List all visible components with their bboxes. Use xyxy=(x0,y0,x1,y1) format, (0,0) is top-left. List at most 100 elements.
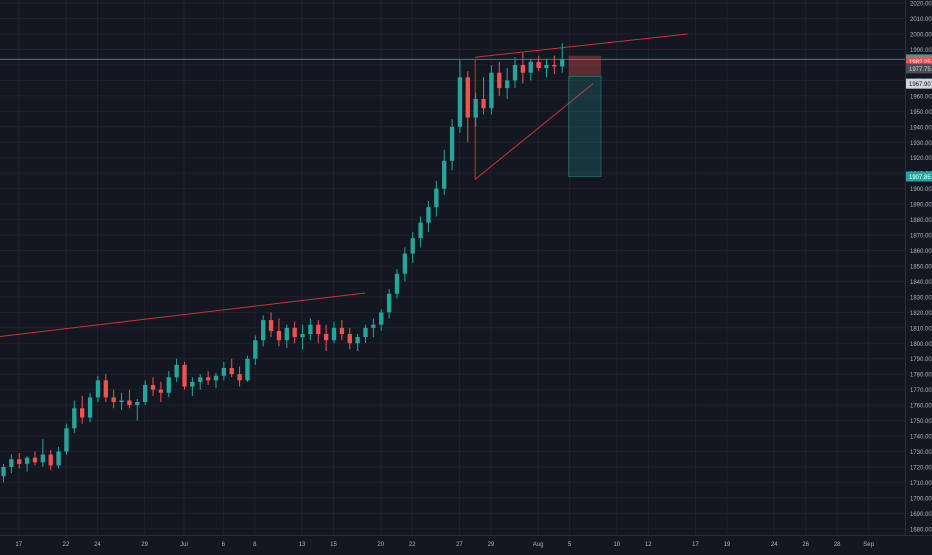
time-tick-label: 29 xyxy=(141,542,148,548)
candle-body xyxy=(135,402,140,406)
candle-body xyxy=(355,337,360,344)
time-tick-label: 17 xyxy=(692,542,699,548)
triangle-support-line[interactable] xyxy=(474,83,594,180)
time-axis[interactable]: 17 22 24 29 Jul 6 8 13 15 20 22 27 29 Aug 5 10 12 17 19 24 2… xyxy=(0,535,932,549)
price-tick-label: 1840.00 xyxy=(910,280,932,286)
candle-body xyxy=(150,385,156,390)
price-tick-label: 1760.00 xyxy=(910,404,932,410)
grid xyxy=(0,0,905,535)
target-zone-label: 1907.85 xyxy=(909,175,931,181)
price-tick-label: 1750.00 xyxy=(910,419,932,425)
candle-body xyxy=(347,333,352,344)
price-tick-label: 2000.00 xyxy=(910,33,932,39)
candle-body xyxy=(292,327,297,338)
time-tick-label: 6 xyxy=(222,542,226,548)
time-tick-label: 22 xyxy=(63,542,70,548)
candle-body xyxy=(198,377,203,382)
candle-body xyxy=(24,457,30,464)
stop-loss-zone[interactable] xyxy=(568,55,602,77)
candle-body xyxy=(190,381,195,387)
price-tick-label: 1920.00 xyxy=(910,156,932,162)
candle-body xyxy=(166,377,171,393)
time-tick-label: 5 xyxy=(568,542,572,548)
price-tick-label: 1810.00 xyxy=(910,326,932,332)
price-tick-label: 1730.00 xyxy=(910,450,932,456)
price-tick-label: 1720.00 xyxy=(910,465,932,471)
entry-price-label-bg xyxy=(906,63,932,74)
candle-body xyxy=(284,327,289,341)
candle-body xyxy=(560,59,565,67)
price-tick-label: 1710.00 xyxy=(910,481,932,487)
price-tick-label: 1860.00 xyxy=(910,249,932,255)
price-tick-label: 2020.00 xyxy=(910,2,932,8)
candle-body xyxy=(40,454,46,463)
candles xyxy=(1,43,565,483)
candle-body xyxy=(174,364,179,378)
time-tick-label: 27 xyxy=(456,542,463,548)
candle-body xyxy=(111,397,116,403)
candle-body xyxy=(316,324,321,334)
time-tick-label: 29 xyxy=(488,542,495,548)
price-tick-label: 1950.00 xyxy=(910,110,932,116)
price-tick-label: 1990.00 xyxy=(910,48,932,54)
target-zone-label-bg xyxy=(906,171,932,182)
candle-body xyxy=(418,222,423,239)
candle-body xyxy=(32,457,38,463)
candle-body xyxy=(276,330,282,341)
candle-body xyxy=(434,188,439,208)
candle-body xyxy=(465,77,470,118)
candle-body xyxy=(56,451,61,466)
candle-body xyxy=(323,333,329,341)
candle-body xyxy=(72,408,77,429)
drawings[interactable] xyxy=(0,33,905,338)
time-tick-label: 28 xyxy=(834,542,841,548)
candle-body xyxy=(17,459,22,464)
candle-body xyxy=(386,293,392,313)
time-tick-label: 13 xyxy=(299,542,306,548)
candle-body xyxy=(245,358,250,381)
candle-body xyxy=(331,327,337,341)
candle-body xyxy=(339,327,345,334)
target-line-label: 1967.90 xyxy=(909,82,931,88)
candle-body xyxy=(520,64,526,73)
price-tick-label: 1940.00 xyxy=(910,125,932,131)
candle-body xyxy=(87,397,93,418)
take-profit-zone[interactable] xyxy=(568,75,602,178)
candle-body xyxy=(80,408,85,418)
candle-body xyxy=(119,400,124,403)
price-axis[interactable]: 1680.00 1690.00 1700.00 1710.00 1720.00 1730.… xyxy=(905,0,932,550)
candle-body xyxy=(229,368,234,375)
candle-body xyxy=(237,374,242,381)
candle-body xyxy=(1,466,6,477)
price-tick-label: 1820.00 xyxy=(910,311,932,317)
candle-body xyxy=(442,160,447,189)
time-tick-label: Jul xyxy=(180,542,188,548)
price-tick-label: 1780.00 xyxy=(910,373,932,379)
candle-body xyxy=(449,126,455,161)
candle-body xyxy=(64,428,69,452)
candle-body xyxy=(379,312,384,325)
price-tick-label: 1740.00 xyxy=(910,435,932,441)
candle-body xyxy=(536,61,541,69)
time-tick-label: 8 xyxy=(253,542,257,548)
trendline-lower[interactable] xyxy=(0,292,366,338)
price-tick-label: 2010.00 xyxy=(910,17,932,23)
candle-body xyxy=(457,77,463,127)
price-tick-label: 1770.00 xyxy=(910,388,932,394)
trendline-upper[interactable] xyxy=(475,33,688,58)
candle-body xyxy=(182,364,187,387)
time-tick-label: 10 xyxy=(613,542,620,548)
candle-body xyxy=(213,375,219,381)
candle-body xyxy=(512,64,518,81)
price-tick-label: 1850.00 xyxy=(910,264,932,270)
candle-body xyxy=(371,324,376,328)
candle-body xyxy=(394,273,400,294)
candle-body xyxy=(402,253,408,274)
price-tick-label: 1930.00 xyxy=(910,141,932,147)
candle-body xyxy=(142,385,148,403)
candle-body xyxy=(158,389,164,393)
price-tick-label: 1890.00 xyxy=(910,203,932,209)
candle-body xyxy=(253,340,258,359)
